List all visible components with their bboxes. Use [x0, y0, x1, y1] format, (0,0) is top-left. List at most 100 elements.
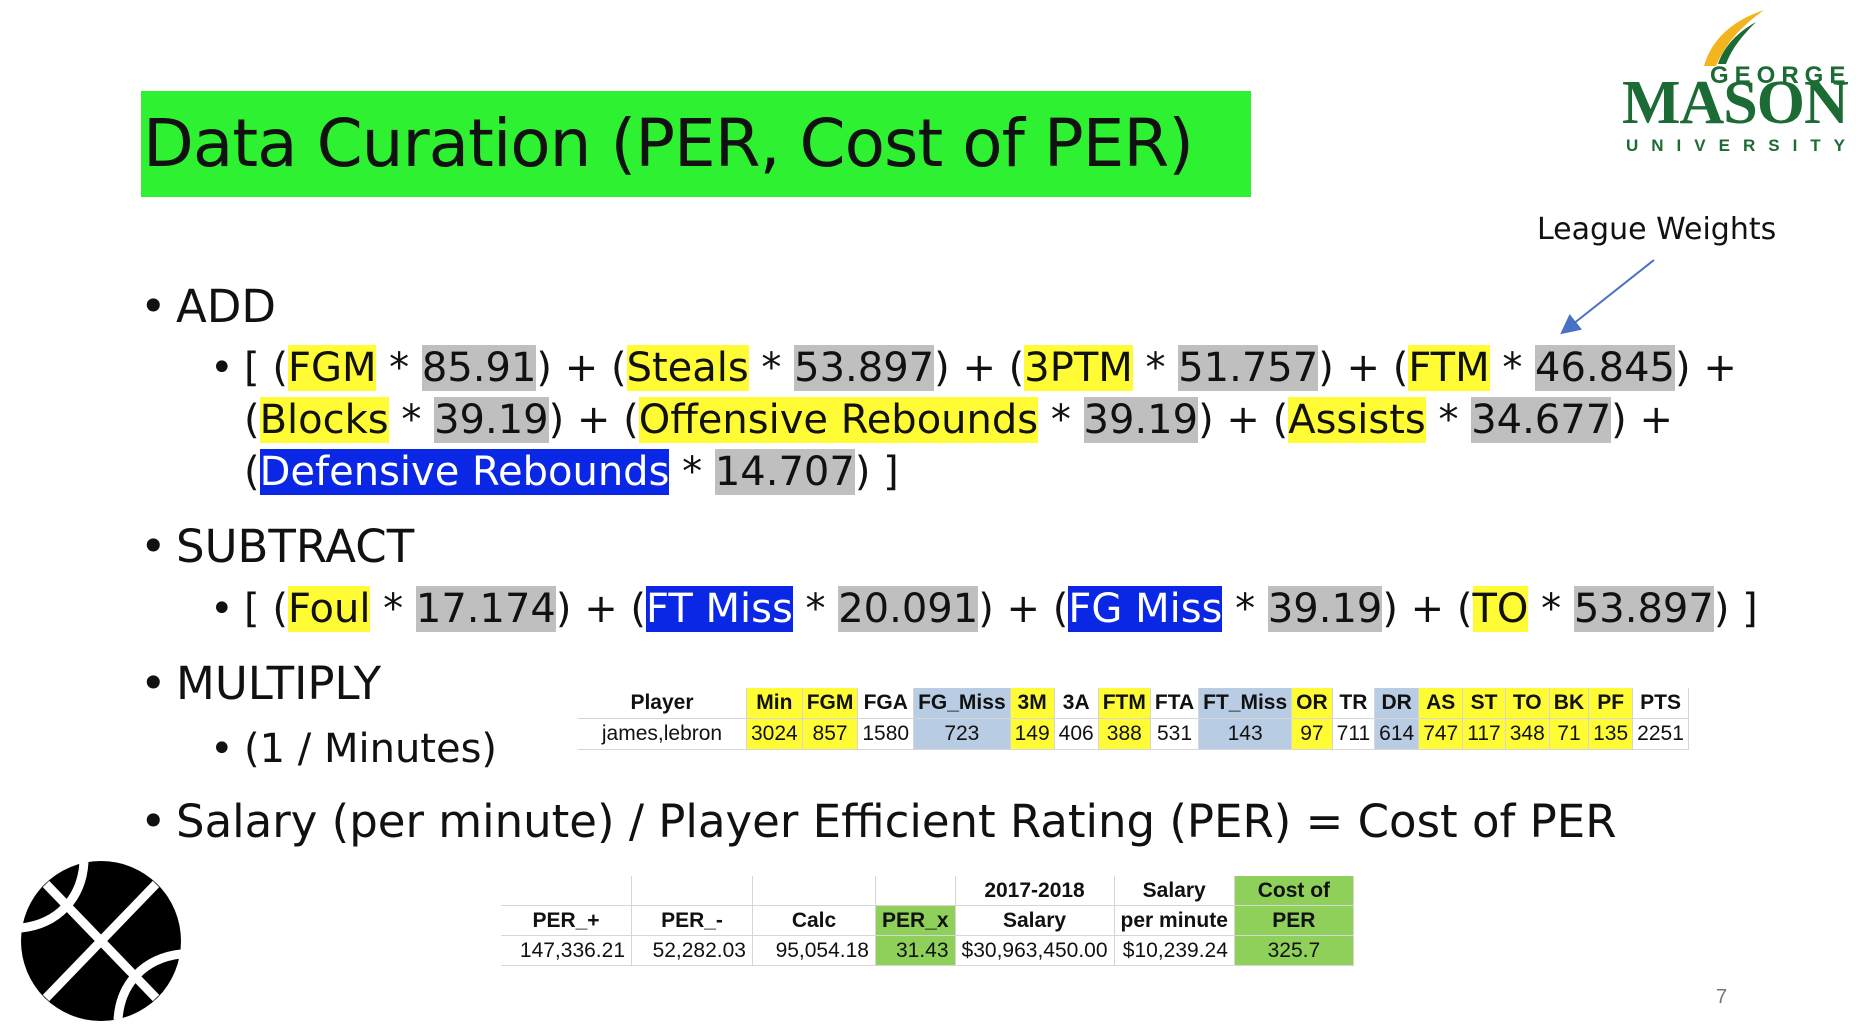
header-min: Min — [746, 688, 803, 719]
operator: * — [370, 586, 416, 632]
operator: ) ] — [1713, 586, 1758, 632]
operator: * — [1425, 397, 1472, 443]
cell-3a: 406 — [1054, 718, 1099, 750]
operator: * — [388, 397, 435, 443]
operator: * — [1528, 586, 1574, 632]
operator: ) + ( — [555, 586, 647, 632]
cell-fgm: 857 — [802, 718, 859, 750]
header-dr: DR — [1374, 688, 1420, 719]
term-3ptm: 3PTM — [1024, 345, 1133, 391]
cost-of-per-table: 2017-2018 Salary Cost of PER_+ PER_- Cal… — [501, 876, 1354, 966]
header-ftm: FTM — [1098, 688, 1151, 719]
page-number: 7 — [1716, 986, 1728, 1008]
operator: * — [748, 345, 795, 391]
header-top-5: 2017-2018 — [955, 876, 1115, 906]
table-row: 147,336.21 52,282.03 95,054.18 31.43 $30… — [501, 935, 1354, 966]
cell-fga: 1580 — [857, 718, 915, 750]
cell-salary: $30,963,450.00 — [955, 935, 1115, 966]
paren: [ ( — [244, 345, 288, 391]
header-pf: PF — [1588, 688, 1634, 719]
term-steals: Steals — [626, 345, 749, 391]
cell-fg-miss: 723 — [913, 718, 1011, 750]
subtract-bullet: • SUBTRACT — [140, 520, 415, 573]
cell-salary-per-minute: $10,239.24 — [1114, 935, 1235, 966]
operator: ) + ( — [934, 345, 1025, 391]
player-stats-table: Player Min FGM FGA FG_Miss 3M 3A FTM FTA… — [578, 688, 1689, 750]
cell-to: 348 — [1505, 718, 1550, 750]
term-to: TO — [1472, 586, 1529, 632]
operator: * — [1038, 397, 1084, 443]
weight-ftm: 46.845 — [1535, 345, 1676, 391]
george-mason-logo: GEORGE MASON UNIVERSITY — [1620, 8, 1856, 163]
cell-min: 3024 — [746, 718, 803, 750]
add-formula-line-2: (Blocks * 39.19) + (Offensive Rebounds *… — [244, 397, 1673, 443]
operator: * — [669, 449, 715, 495]
multiply-formula: (1 / Minutes) — [244, 726, 498, 772]
cell-cost-of-per: 325.7 — [1234, 935, 1354, 966]
header-per: PER — [1234, 905, 1354, 936]
table-row: james,lebron 3024 857 1580 723 149 406 3… — [578, 718, 1689, 750]
paren: [ ( — [244, 586, 288, 632]
add-formula-line-3: (Defensive Rebounds * 14.707) ] — [244, 449, 899, 495]
header-3a: 3A — [1054, 688, 1099, 719]
paren: ( — [244, 397, 260, 443]
weight-defensive-rebounds: 14.707 — [714, 449, 855, 495]
term-ft-miss: FT Miss — [646, 586, 793, 632]
cell-ftm: 388 — [1098, 718, 1151, 750]
operator: ) + ( — [1318, 345, 1409, 391]
league-weights-annotation: League Weights — [1537, 212, 1777, 247]
cell-dr: 614 — [1374, 718, 1420, 750]
multiply-heading: MULTIPLY — [176, 657, 382, 710]
subtract-heading: SUBTRACT — [176, 520, 415, 573]
header-ft-miss: FT_Miss — [1198, 688, 1293, 719]
cell-fta: 531 — [1150, 718, 1200, 750]
operator: * — [1489, 345, 1536, 391]
cell-st: 117 — [1462, 718, 1506, 750]
subtract-formula-line: •[ (Foul * 17.174) + (FT Miss * 20.091) … — [210, 586, 1758, 632]
paren: ( — [244, 449, 260, 495]
header-top-7: Cost of — [1234, 876, 1354, 906]
operator: * — [1222, 586, 1268, 632]
header-tr: TR — [1332, 688, 1376, 719]
operator: ) + ( — [1198, 397, 1289, 443]
weight-assists: 34.677 — [1471, 397, 1612, 443]
multiply-bullet: • MULTIPLY — [140, 657, 382, 710]
add-bullet: • ADD — [140, 280, 277, 333]
header-to: TO — [1505, 688, 1550, 719]
operator: ) + ( — [978, 586, 1069, 632]
weight-blocks: 39.19 — [434, 397, 549, 443]
basketball-icon — [20, 861, 182, 1021]
operator: * — [376, 345, 422, 391]
header-per-plus: PER_+ — [501, 905, 632, 936]
header-player: Player — [578, 688, 747, 719]
header-fta: FTA — [1150, 688, 1200, 719]
logo-george: GEORGE — [1710, 62, 1852, 89]
term-offensive-rebounds: Offensive Rebounds — [638, 397, 1039, 443]
cell-pf: 135 — [1588, 718, 1634, 750]
cell-ft-miss: 143 — [1198, 718, 1293, 750]
slide-title: Data Curation (PER, Cost of PER) — [141, 91, 1251, 197]
operator: ) + ( — [548, 397, 639, 443]
multiply-sub-bullet: • (1 / Minutes) — [210, 726, 498, 772]
table-header-row-bottom: PER_+ PER_- Calc PER_x Salary per minute… — [501, 905, 1354, 936]
cell-calc: 95,054.18 — [752, 935, 876, 966]
operator: ) + — [1611, 397, 1673, 443]
cost-of-per-bullet: • Salary (per minute) / Player Efficient … — [140, 795, 1617, 848]
cost-of-per-formula: Salary (per minute) / Player Efficient R… — [176, 795, 1617, 848]
header-as: AS — [1418, 688, 1464, 719]
weight-steals: 53.897 — [794, 345, 935, 391]
header-bk: BK — [1549, 688, 1590, 719]
annotation-arrow-icon — [1560, 259, 1655, 335]
cell-per-plus: 147,336.21 — [501, 935, 632, 966]
table-header-row-top: 2017-2018 Salary Cost of — [501, 876, 1354, 906]
term-blocks: Blocks — [259, 397, 389, 443]
weight-3ptm: 51.757 — [1178, 345, 1319, 391]
header-top-4 — [875, 876, 956, 906]
header-per-x: PER_x — [875, 905, 956, 936]
operator: ) + — [1675, 345, 1737, 391]
logo-mason: MASON — [1622, 69, 1849, 137]
operator: ) + ( — [536, 345, 627, 391]
cell-pts: 2251 — [1632, 718, 1689, 750]
cell-as: 747 — [1418, 718, 1464, 750]
header-pts: PTS — [1632, 688, 1689, 719]
